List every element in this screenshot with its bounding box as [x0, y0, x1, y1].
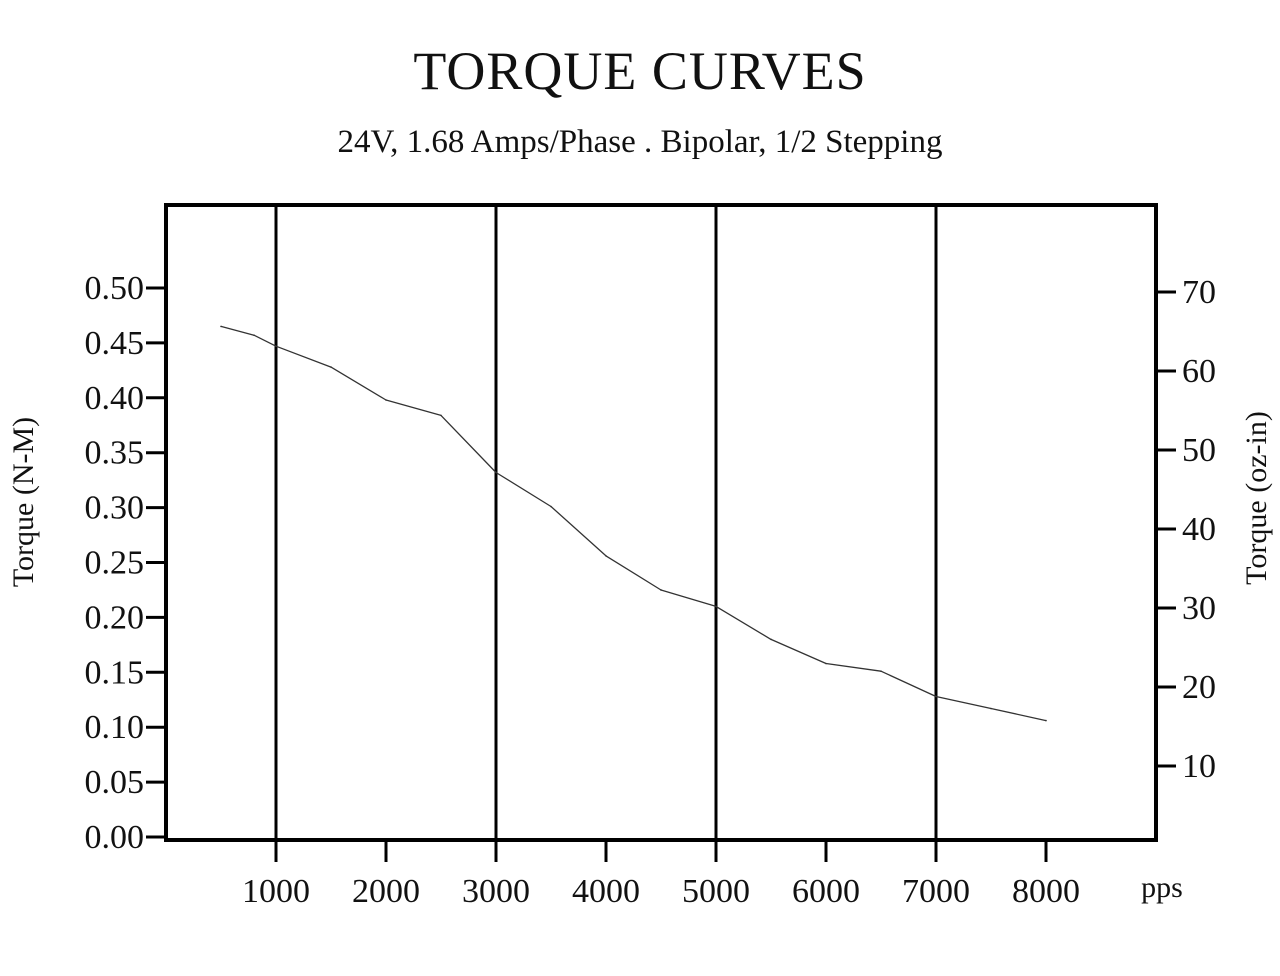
x-tick-label: 7000: [902, 873, 970, 910]
chart-title: TORQUE CURVES: [413, 41, 867, 101]
torque-data-point: [715, 605, 717, 608]
torque-data-point: [550, 505, 552, 508]
x-tick-label: 2000: [352, 873, 420, 910]
y2-tick-label: 70: [1182, 274, 1216, 311]
x-ticks: 1000 2000 3000 4000 5000 6000 7000 8000: [242, 840, 1080, 910]
y-axis-label: Torque (N-M): [7, 417, 40, 587]
y2-ticks: 10 20 30 40 50 60 70: [1156, 274, 1216, 785]
y-tick-label: 0.05: [85, 764, 145, 801]
torque-data-point: [935, 695, 937, 698]
torque-data-point: [660, 589, 662, 591]
x-tick-label: 5000: [682, 873, 750, 910]
torque-data-point: [253, 334, 255, 337]
y-ticks: 0.00 0.05 0.10 0.15 0.20 0.25 0.30 0.35 0.40 0.45…: [85, 270, 166, 856]
torque-curve-line: [220, 325, 1047, 722]
series-layer: [220, 325, 1047, 722]
torque-data-point: [880, 670, 882, 673]
x-tick-label: 3000: [462, 873, 530, 910]
torque-data-point: [330, 366, 332, 368]
y-tick-label: 0.10: [85, 709, 145, 746]
torque-data-point: [440, 414, 442, 417]
y-tick-label: 0.45: [85, 325, 145, 362]
plot-frame: [164, 203, 1158, 842]
torque-data-point: [385, 399, 387, 401]
y2-tick-label: 10: [1182, 748, 1216, 785]
x-tick-label: 6000: [792, 873, 860, 910]
x-tick-label: 4000: [572, 873, 640, 910]
torque-data-point: [605, 555, 607, 557]
torque-data-point: [495, 471, 497, 474]
y2-tick-label: 60: [1182, 353, 1216, 390]
x-tick-label: 1000: [242, 873, 310, 910]
torque-data-point: [770, 638, 772, 641]
gridlines: [274, 205, 938, 840]
y-tick-label: 0.25: [85, 545, 145, 582]
y2-tick-label: 20: [1182, 669, 1216, 706]
y2-tick-label: 40: [1182, 511, 1216, 548]
torque-data-point: [990, 707, 992, 710]
torque-data-point: [1045, 719, 1047, 722]
y-tick-label: 0.20: [85, 599, 145, 636]
y-tick-label: 0.00: [85, 819, 145, 856]
torque-data-point: [220, 325, 222, 328]
torque-data-point: [825, 662, 827, 665]
y-tick-label: 0.35: [85, 435, 145, 472]
y-tick-label: 0.40: [85, 380, 145, 417]
y2-tick-label: 30: [1182, 590, 1216, 627]
y-tick-label: 0.15: [85, 654, 145, 691]
y2-tick-label: 50: [1182, 432, 1216, 469]
chart-subtitle: 24V, 1.68 Amps/Phase . Bipolar, 1/2 Step…: [337, 124, 943, 160]
torque-data-point: [275, 345, 277, 347]
y2-axis-label: Torque (oz-in): [1240, 411, 1273, 585]
x-tick-label: 8000: [1012, 873, 1080, 910]
y-tick-label: 0.30: [85, 490, 145, 527]
x-axis-label: pps: [1141, 871, 1183, 904]
y-tick-label: 0.50: [85, 270, 145, 307]
